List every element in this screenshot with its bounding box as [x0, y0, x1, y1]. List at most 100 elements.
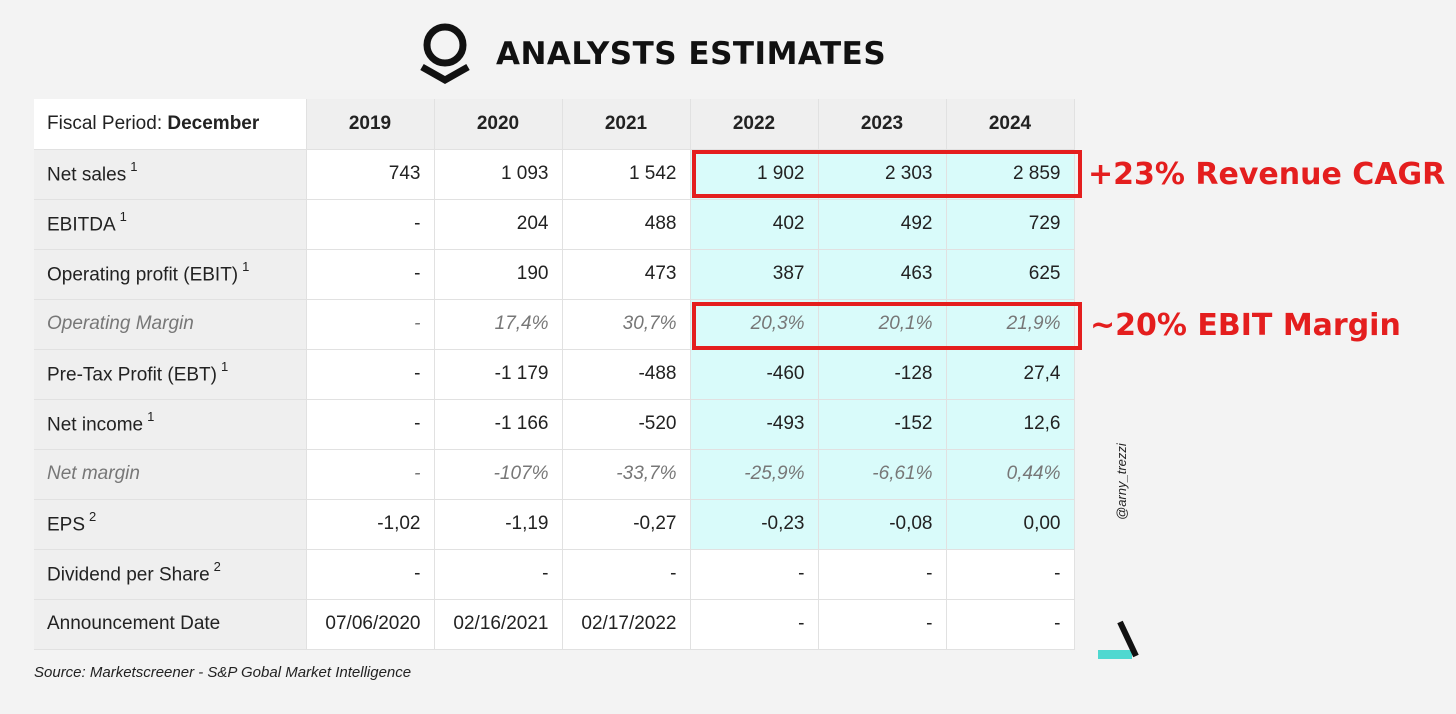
table-cell: 30,7% [562, 299, 691, 350]
table-cell: 02/17/2022 [562, 599, 691, 650]
table-cell: 743 [306, 149, 435, 200]
fiscal-period-prefix: Fiscal Period: [47, 112, 168, 134]
footnote-marker: 1 [147, 409, 155, 425]
table-cell: -152 [818, 399, 947, 450]
year-header: 2024 [946, 99, 1075, 150]
row-label: EPS 2 [34, 499, 307, 550]
table-cell: 27,4 [946, 349, 1075, 400]
table-cell: - [690, 599, 819, 650]
table-cell: 02/16/2021 [434, 599, 563, 650]
table-cell: - [690, 549, 819, 600]
table-cell: 473 [562, 249, 691, 300]
row-label: Operating profit (EBIT) 1 [34, 249, 307, 300]
table-cell: -33,7% [562, 449, 691, 500]
row-label-text: Dividend per Share [47, 564, 210, 586]
row-label-text: Net sales [47, 164, 127, 186]
margin-highlight-box [692, 302, 1082, 350]
table-row: EBITDA 1-204 488 402 492 729 [34, 199, 1075, 250]
year-header: 2019 [306, 99, 435, 150]
table-row: Net margin - -107% -33,7% -25,9% -6,61% 0,44% [34, 449, 1075, 500]
table-cell: 463 [818, 249, 947, 300]
row-label-text: Net income [47, 414, 144, 436]
table-cell: -0,23 [690, 499, 819, 550]
row-label-text: Net margin [47, 463, 140, 484]
row-label: Pre-Tax Profit (EBT) 1 [34, 349, 307, 400]
table-row: Announcement Date 07/06/2020 02/16/2021 02/… [34, 599, 1075, 650]
table-cell: - [818, 599, 947, 650]
palantir-logo-icon [420, 23, 470, 85]
table-cell: 492 [818, 199, 947, 250]
table-cell: - [562, 549, 691, 600]
table-cell: 17,4% [434, 299, 563, 350]
row-label-text: Operating profit (EBIT) [47, 264, 239, 286]
table-cell: 1 902 [690, 149, 819, 200]
table-cell: 21,9% [946, 299, 1075, 350]
revenue-cagr-annotation: +23% Revenue CAGR [1088, 157, 1446, 192]
ebit-margin-annotation: ~20% EBIT Margin [1090, 308, 1401, 343]
table-cell: -1 179 [434, 349, 563, 400]
table-cell: -128 [818, 349, 947, 400]
row-label-text: EBITDA [47, 214, 116, 236]
table-cell: 190 [434, 249, 563, 300]
table-cell: 729 [946, 199, 1075, 250]
table-cell: 20,1% [818, 299, 947, 350]
row-label-text: Announcement Date [47, 613, 221, 634]
row-label-text: Operating Margin [47, 313, 194, 334]
table-cell: -25,9% [690, 449, 819, 500]
table-cell: 1 542 [562, 149, 691, 200]
footnote-marker: 1 [242, 259, 250, 275]
author-handle: @arny_trezzi [1114, 443, 1129, 520]
table-cell: - [306, 249, 435, 300]
row-label: Net sales 1 [34, 149, 307, 200]
table-cell: 387 [690, 249, 819, 300]
row-label: Announcement Date [34, 599, 307, 650]
table-cell: 12,6 [946, 399, 1075, 450]
table-row: Dividend per Share 2- - - - - - [34, 549, 1075, 600]
footnote-marker: 1 [130, 159, 138, 175]
table-cell: - [306, 349, 435, 400]
table-cell: -0,08 [818, 499, 947, 550]
table-cell: -1,02 [306, 499, 435, 550]
fiscal-period-header: Fiscal Period: December [34, 99, 307, 150]
table-cell: 625 [946, 249, 1075, 300]
year-header: 2023 [818, 99, 947, 150]
table-cell: -488 [562, 349, 691, 400]
row-label: Dividend per Share 2 [34, 549, 307, 600]
table-cell: - [434, 549, 563, 600]
header: ANALYSTS ESTIMATES [416, 22, 886, 86]
fiscal-period-month: December [167, 112, 260, 134]
table-cell: -1 166 [434, 399, 563, 450]
table-cell: -520 [562, 399, 691, 450]
footnote-marker: 1 [119, 209, 127, 225]
table-cell: 0,44% [946, 449, 1075, 500]
table-row: EPS 2 -1,02 -1,19 -0,27 -0,23 -0,08 0,00 [34, 499, 1075, 550]
table-cell: 20,3% [690, 299, 819, 350]
table-cell: - [946, 599, 1075, 650]
table-header-row: Fiscal Period: December 2019 2020 2021 2… [34, 99, 1075, 150]
table-row: Net sales 1 743 1 093 1 542 1 902 2 303 2 859 [34, 149, 1075, 200]
table-cell: - [306, 399, 435, 450]
row-label: EBITDA 1 [34, 199, 307, 250]
source-caption: Source: Marketscreener - S&P Gobal Marke… [34, 664, 412, 681]
row-label-text: EPS [47, 514, 86, 536]
revenue-highlight-box [692, 150, 1082, 198]
table-row: Pre-Tax Profit (EBT) 1- -1 179 -488 -460 -128… [34, 349, 1075, 400]
table-cell: -0,27 [562, 499, 691, 550]
footnote-marker: 2 [213, 559, 221, 575]
year-header: 2022 [690, 99, 819, 150]
table-cell: - [818, 549, 947, 600]
footnote-marker: 2 [89, 509, 97, 525]
table-cell: - [306, 449, 435, 500]
table-cell: 204 [434, 199, 563, 250]
table-cell: 1 093 [434, 149, 563, 200]
table-cell: - [946, 549, 1075, 600]
year-header: 2021 [562, 99, 691, 150]
table-cell: 2 859 [946, 149, 1075, 200]
row-label: Net margin [34, 449, 307, 500]
table-cell: 07/06/2020 [306, 599, 435, 650]
footnote-marker: 1 [220, 359, 229, 375]
estimates-table: Fiscal Period: December 2019 2020 2021 2… [34, 99, 1075, 650]
row-label: Net income 1 [34, 399, 307, 450]
table-row: Net income 1- -1 166 -520 -493 -152 12,6 [34, 399, 1075, 450]
table-cell: -1,19 [434, 499, 563, 550]
